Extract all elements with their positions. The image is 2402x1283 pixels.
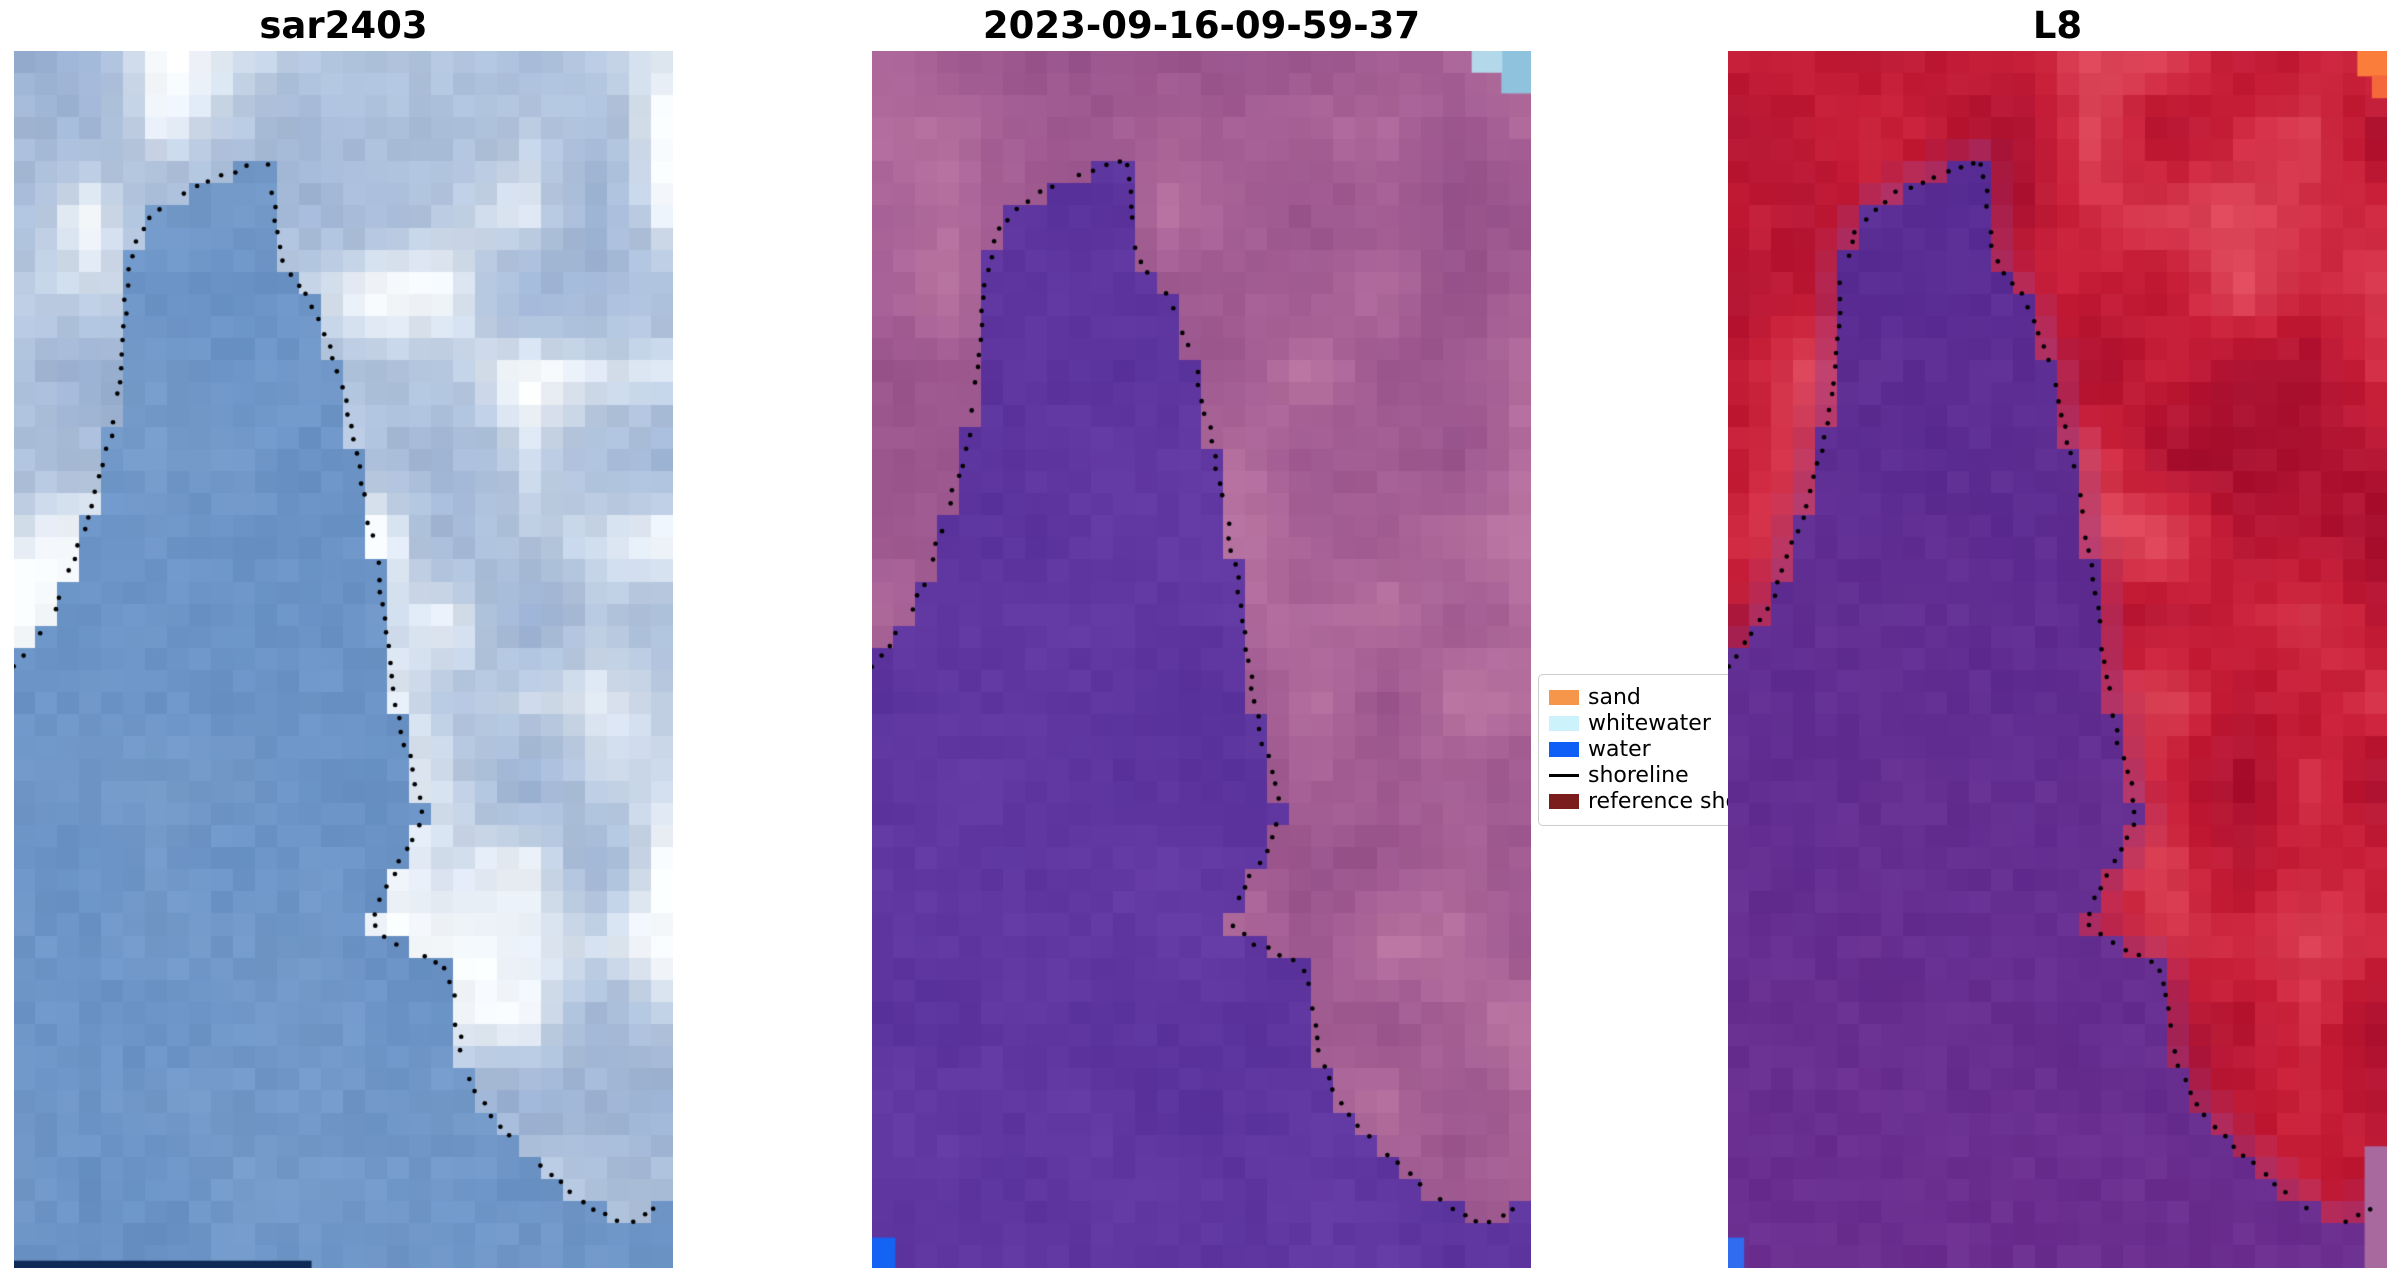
legend-item-whitewater: whitewater xyxy=(1549,710,1743,736)
panel-title-sar2403: sar2403 xyxy=(259,4,428,47)
whitewater-swatch xyxy=(1549,715,1579,731)
sar-image xyxy=(14,51,673,1268)
panel-title-classified-date: 2023-09-16-09-59-37 xyxy=(982,4,1421,47)
legend: sand whitewater water shoreline reference sh… xyxy=(1538,674,1744,826)
shoreline-swatch xyxy=(1549,773,1579,777)
legend-item-shoreline: shoreline xyxy=(1549,762,1743,788)
legend-item-sand: sand xyxy=(1549,684,1743,710)
legend-label-reference: reference shoreline xyxy=(1588,788,1744,814)
legend-label-sand: sand xyxy=(1588,684,1641,710)
panel-title-l8: L8 xyxy=(2032,4,2083,47)
legend-item-water: water xyxy=(1549,736,1743,762)
classified-image xyxy=(872,51,1531,1268)
sand-swatch xyxy=(1549,689,1579,705)
water-swatch xyxy=(1549,741,1579,757)
legend-label-whitewater: whitewater xyxy=(1588,710,1711,736)
legend-label-water: water xyxy=(1588,736,1651,762)
legend-item-reference: reference shoreline xyxy=(1549,788,1743,814)
legend-label-shoreline: shoreline xyxy=(1588,762,1689,788)
reference-swatch xyxy=(1549,793,1579,809)
l8-image xyxy=(1728,51,2387,1268)
